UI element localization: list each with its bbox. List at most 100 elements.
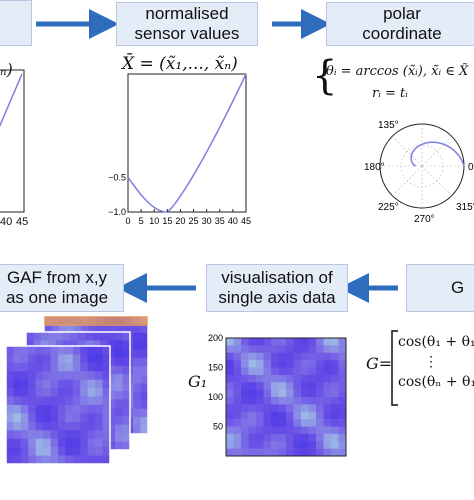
heatmap-cell: [72, 405, 81, 414]
heatmap-cell: [233, 345, 242, 354]
heatmap-cell: [87, 430, 96, 440]
heatmap-cell: [241, 345, 249, 354]
heatmap-cell: [20, 354, 29, 364]
heatmap-cell: [35, 354, 44, 364]
heatmap-cell: [50, 388, 59, 397]
heatmap-cell: [6, 396, 14, 406]
heatmap-cell: [293, 433, 302, 442]
heatmap-cell: [308, 411, 317, 420]
heatmap-cell: [20, 413, 29, 423]
heatmap-cell: [233, 374, 242, 383]
heatmap-cell: [301, 426, 309, 435]
heatmap-cell: [323, 411, 332, 420]
heatmap-cell: [102, 396, 111, 406]
single-axis-heatmap: 200 150 100 50: [208, 333, 347, 457]
heatmap-cell: [50, 346, 59, 355]
heatmap-cell: [28, 354, 37, 364]
heatmap-cell: [80, 405, 89, 414]
heatmap-cell: [248, 404, 257, 413]
heatmap-cell: [226, 382, 234, 390]
heatmap-cell: [80, 455, 89, 465]
heatmap-cell: [13, 405, 22, 414]
heatmap-cell: [65, 405, 74, 414]
heatmap-cell: [70, 332, 79, 341]
heatmap-cell: [103, 324, 112, 334]
heatmap-cell: [248, 345, 257, 354]
heatmap-cell: [20, 371, 29, 381]
step-polar-line-2: coordinate: [362, 24, 442, 43]
heatmap-cell: [140, 417, 149, 426]
heatmap-cell: [323, 345, 332, 354]
step-box-polar: polar coordinate: [326, 2, 474, 46]
heatmap-cell: [293, 352, 302, 361]
heatmap-cell: [50, 362, 59, 372]
heatmap-cell: [35, 396, 44, 406]
polar-angle-label: 0°: [468, 162, 474, 173]
normalised-x-tick-label: 35: [215, 216, 225, 226]
step-box-gasf: G: [406, 264, 474, 312]
heatmap-cell: [40, 332, 49, 341]
heatmap-cell: [72, 346, 81, 355]
heatmap-cell: [301, 411, 309, 420]
heatmap-cell: [241, 404, 249, 413]
heatmap-cell: [226, 441, 234, 449]
heatmap-cell: [87, 405, 96, 414]
heatmap-cell: [323, 338, 332, 346]
heatmap-cell: [286, 397, 294, 405]
heatmap-cell: [308, 360, 317, 368]
heatmap-cell: [95, 421, 103, 431]
heatmap-cell: [263, 382, 272, 390]
heatmap-cell: [226, 433, 234, 442]
heatmap-cell: [233, 426, 242, 435]
heatmap-cell: [80, 413, 89, 423]
heatmap-cell: [263, 374, 272, 383]
normalised-x-tick-label: 40: [228, 216, 238, 226]
heatmap-cell: [35, 438, 44, 448]
gram-vdots: ⋮: [424, 354, 438, 370]
heatmap-cell: [50, 396, 59, 406]
heatmap-cell: [323, 404, 332, 413]
heatmap-cell: [140, 425, 149, 435]
heatmap-cell: [28, 379, 37, 389]
heatmap-cell: [308, 382, 317, 390]
heatmap-cell: [6, 362, 14, 372]
heatmap-cell: [316, 397, 324, 405]
heatmap-cell: [338, 360, 347, 368]
heatmap-cell: [278, 419, 287, 427]
heatmap-cell: [58, 396, 66, 406]
normalised-x-tick-label: 25: [189, 216, 199, 226]
heatmap-cell: [35, 405, 44, 414]
heatmap-cell: [122, 332, 131, 341]
normalised-x-tick-label: 45: [241, 216, 251, 226]
heatmap-cell: [87, 346, 96, 355]
heatmap-cell: [316, 345, 324, 354]
heatmap-cell: [95, 379, 103, 389]
heatmap-cell: [95, 455, 103, 465]
heatmap-cell: [107, 441, 116, 451]
heatmap-cell: [88, 324, 97, 334]
heatmap-cell: [40, 340, 49, 350]
heatmap-cell: [50, 405, 59, 414]
heatmap-cell: [308, 448, 317, 457]
heatmap-cell: [13, 379, 22, 389]
heatmap-cell: [133, 408, 141, 418]
heatmap-cell: [122, 357, 131, 367]
heatmap-cell: [226, 367, 234, 376]
heatmap-cell: [316, 419, 324, 427]
heatmap-cell: [43, 346, 51, 355]
heatmap-cell: [115, 433, 123, 442]
gram-row-n: cos(θₙ + θ₁): [398, 374, 474, 390]
heatmap-cell: [263, 411, 272, 420]
heatmap-cell: [107, 391, 116, 400]
heatmap-cell: [263, 426, 272, 435]
heatmap-cell: [331, 448, 339, 457]
heatmap-cell: [233, 338, 242, 346]
heatmap-cell: [125, 324, 134, 334]
heatmap-cell: [226, 352, 234, 361]
heatmap-cell: [80, 379, 89, 389]
heatmap-cell: [115, 357, 123, 367]
normalised-axes-frame: [127, 73, 247, 213]
heatmap-cell: [51, 324, 60, 334]
raw-x-tick-1: 45: [16, 216, 29, 228]
polar-plot: 135° 180° 225° 270° 315° 0°: [364, 120, 474, 225]
